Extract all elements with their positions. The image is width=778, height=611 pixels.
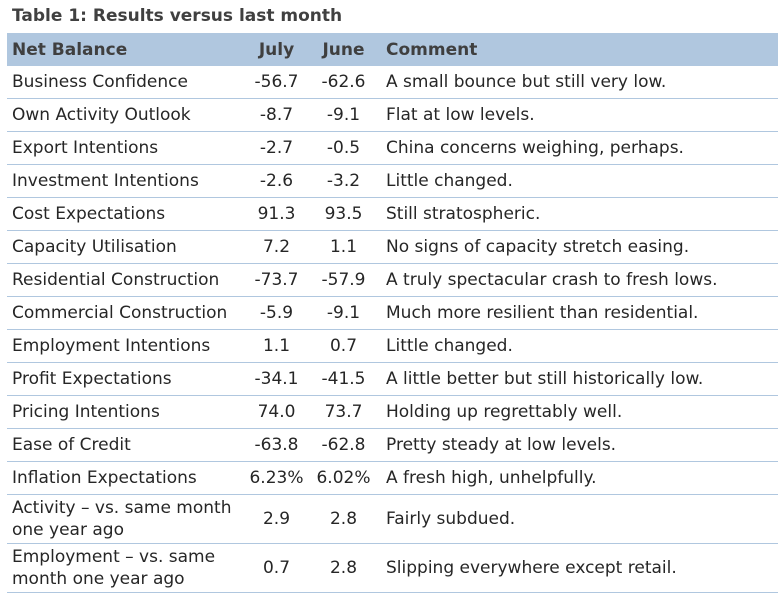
- june-value: -41.5: [306, 362, 381, 396]
- table-row: Cost Expectations 91.3 93.5 Still strato…: [7, 197, 778, 231]
- comment: China concerns weighing, perhaps.: [381, 131, 778, 165]
- july-value: 0.7: [247, 543, 306, 593]
- row-label: Activity – vs. same month one year ago: [7, 494, 247, 544]
- july-value: -73.7: [247, 263, 306, 297]
- june-value: 2.8: [306, 543, 381, 593]
- header-net-balance: Net Balance: [7, 33, 247, 66]
- july-value: -63.8: [247, 428, 306, 462]
- comment: Slipping everywhere except retail.: [381, 543, 778, 593]
- table-row: Investment Intentions -2.6 -3.2 Little c…: [7, 164, 778, 198]
- comment: Pretty steady at low levels.: [381, 428, 778, 462]
- row-label: Ease of Credit: [7, 428, 247, 462]
- comment: Holding up regrettably well.: [381, 395, 778, 429]
- comment: Much more resilient than residential.: [381, 296, 778, 330]
- table-row: Pricing Intentions 74.0 73.7 Holding up …: [7, 395, 778, 429]
- header-july: July: [247, 33, 306, 66]
- results-table: Net Balance July June Comment Business C…: [7, 33, 778, 593]
- table-row: Profit Expectations -34.1 -41.5 A little…: [7, 362, 778, 396]
- july-value: 7.2: [247, 230, 306, 264]
- table-row: Residential Construction -73.7 -57.9 A t…: [7, 263, 778, 297]
- table-row: Ease of Credit -63.8 -62.8 Pretty steady…: [7, 428, 778, 462]
- row-label: Export Intentions: [7, 131, 247, 165]
- comment: Still stratospheric.: [381, 197, 778, 231]
- comment: Little changed.: [381, 329, 778, 363]
- table-row: Inflation Expectations 6.23% 6.02% A fre…: [7, 461, 778, 495]
- comment: No signs of capacity stretch easing.: [381, 230, 778, 264]
- june-value: -57.9: [306, 263, 381, 297]
- header-comment: Comment: [381, 33, 778, 66]
- june-value: 0.7: [306, 329, 381, 363]
- july-value: -34.1: [247, 362, 306, 396]
- row-label: Employment – vs. same month one year ago: [7, 543, 247, 593]
- row-label: Investment Intentions: [7, 164, 247, 198]
- table-row: Capacity Utilisation 7.2 1.1 No signs of…: [7, 230, 778, 264]
- june-value: -0.5: [306, 131, 381, 165]
- comment: Fairly subdued.: [381, 494, 778, 544]
- june-value: 2.8: [306, 494, 381, 544]
- table-row: Activity – vs. same month one year ago 2…: [7, 494, 778, 544]
- july-value: 1.1: [247, 329, 306, 363]
- july-value: -56.7: [247, 66, 306, 99]
- june-value: 6.02%: [306, 461, 381, 495]
- june-value: 93.5: [306, 197, 381, 231]
- row-label: Cost Expectations: [7, 197, 247, 231]
- june-value: -62.6: [306, 66, 381, 99]
- comment: A small bounce but still very low.: [381, 66, 778, 99]
- july-value: 6.23%: [247, 461, 306, 495]
- june-value: 1.1: [306, 230, 381, 264]
- table-row: Export Intentions -2.7 -0.5 China concer…: [7, 131, 778, 165]
- row-label: Employment Intentions: [7, 329, 247, 363]
- row-label: Profit Expectations: [7, 362, 247, 396]
- row-label: Commercial Construction: [7, 296, 247, 330]
- row-label: Pricing Intentions: [7, 395, 247, 429]
- july-value: 91.3: [247, 197, 306, 231]
- comment: Little changed.: [381, 164, 778, 198]
- comment: Flat at low levels.: [381, 98, 778, 132]
- comment: A fresh high, unhelpfully.: [381, 461, 778, 495]
- june-value: -9.1: [306, 296, 381, 330]
- table-row: Commercial Construction -5.9 -9.1 Much m…: [7, 296, 778, 330]
- row-label: Inflation Expectations: [7, 461, 247, 495]
- table-row: Own Activity Outlook -8.7 -9.1 Flat at l…: [7, 98, 778, 132]
- june-value: -9.1: [306, 98, 381, 132]
- june-value: 73.7: [306, 395, 381, 429]
- july-value: -2.7: [247, 131, 306, 165]
- june-value: -62.8: [306, 428, 381, 462]
- row-label: Own Activity Outlook: [7, 98, 247, 132]
- july-value: 74.0: [247, 395, 306, 429]
- table-row: Employment Intentions 1.1 0.7 Little cha…: [7, 329, 778, 363]
- comment: A truly spectacular crash to fresh lows.: [381, 263, 778, 297]
- table-row: Employment – vs. same month one year ago…: [7, 543, 778, 593]
- june-value: -3.2: [306, 164, 381, 198]
- row-label: Business Confidence: [7, 66, 247, 99]
- row-label: Capacity Utilisation: [7, 230, 247, 264]
- table-row: Business Confidence -56.7 -62.6 A small …: [7, 66, 778, 99]
- july-value: -2.6: [247, 164, 306, 198]
- row-label: Residential Construction: [7, 263, 247, 297]
- header-june: June: [306, 33, 381, 66]
- table-title: Table 1: Results versus last month: [12, 6, 343, 26]
- header-row: Net Balance July June Comment: [7, 33, 778, 66]
- july-value: -5.9: [247, 296, 306, 330]
- comment: A little better but still historically l…: [381, 362, 778, 396]
- july-value: 2.9: [247, 494, 306, 544]
- july-value: -8.7: [247, 98, 306, 132]
